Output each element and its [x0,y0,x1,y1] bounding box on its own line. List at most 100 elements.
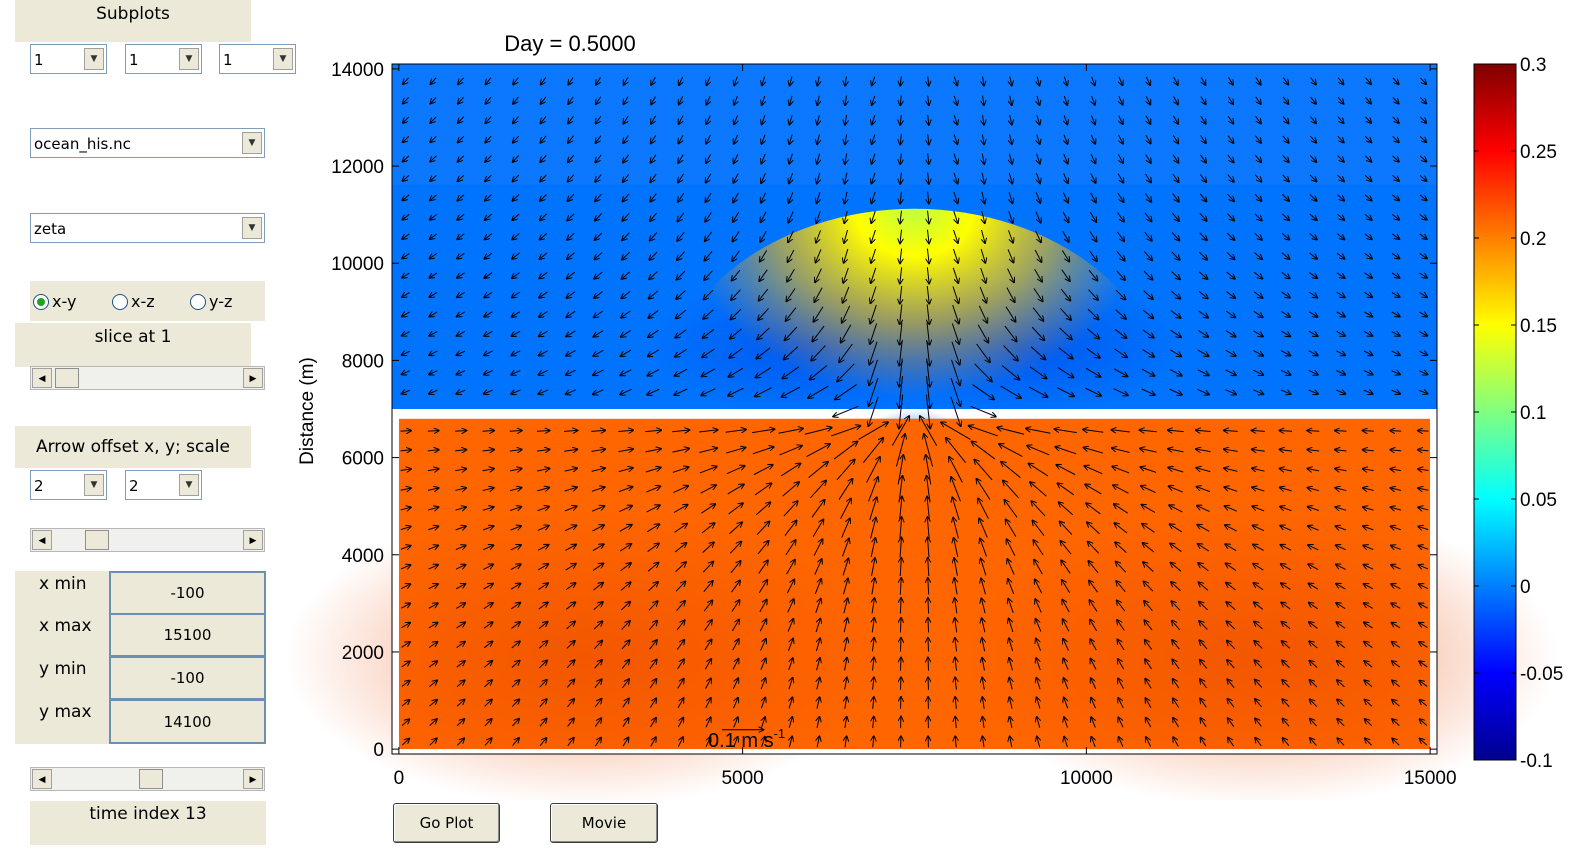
velocity-arrow [539,252,548,259]
arrow-left-icon[interactable]: ◀ [32,368,52,388]
movie-button[interactable]: Movie [550,803,658,843]
velocity-arrow [1010,717,1012,729]
velocity-arrow [1037,697,1040,709]
radio-y-z[interactable]: y-z [190,292,232,311]
arrow-left-icon[interactable]: ◀ [32,530,52,550]
velocity-arrow [620,369,632,376]
velocity-arrow [429,680,437,687]
velocity-arrow [843,286,850,303]
velocity-arrow [705,231,713,241]
velocity-arrow [1089,211,1096,222]
slider-thumb[interactable] [139,769,163,789]
subplot-cols-select[interactable]: 1 ▼ [125,44,202,74]
radio-x-z[interactable]: x-z [112,292,155,311]
velocity-arrow [978,499,989,519]
velocity-arrow [1030,346,1045,360]
velocity-arrow [898,476,902,503]
go-plot-button[interactable]: Go Plot [393,803,500,843]
velocity-arrow [482,507,494,510]
velocity-arrow [699,467,717,474]
velocity-arrow [982,210,985,223]
arrow-left-icon[interactable]: ◀ [32,769,52,789]
y-tick-label: 4000 [342,546,384,567]
velocity-arrow [621,310,631,318]
velocity-arrow [927,229,929,244]
velocity-arrow [673,505,688,513]
velocity-arrow [760,658,766,670]
arrow-offset-y-select[interactable]: 2 ▼ [125,470,202,500]
slider-thumb[interactable] [55,368,79,388]
slider-thumb[interactable] [85,530,109,550]
velocity-arrow [537,545,548,551]
velocity-arrow [1010,95,1012,105]
arrow-right-icon[interactable]: ▶ [243,530,263,550]
velocity-arrow [457,194,465,201]
x-min-label: x min [15,571,110,614]
subplot-index-select[interactable]: 1 ▼ [219,44,296,74]
chevron-down-icon: ▼ [84,48,104,70]
velocity-arrow [594,718,601,727]
velocity-arrow [430,233,438,239]
arrow-right-icon[interactable]: ▶ [243,769,263,789]
velocity-arrow [650,737,656,747]
velocity-arrow [734,115,738,124]
velocity-arrow [1089,581,1098,593]
velocity-arrow [952,286,959,303]
velocity-arrow [816,230,822,242]
velocity-arrow [928,191,929,204]
arrow-scale-slider[interactable]: ◀ ▶ [30,528,265,552]
velocity-arrow [927,517,929,539]
variable-select[interactable]: zeta ▼ [30,213,265,243]
velocity-arrow [483,603,493,610]
velocity-arrow [872,134,875,144]
velocity-arrow [677,679,684,689]
velocity-arrow [672,448,689,453]
velocity-arrow [982,717,984,729]
y-max-input[interactable]: 14100 [109,699,266,744]
radio-x-z-label: x-z [131,292,155,311]
velocity-arrow [1335,431,1347,432]
velocity-arrow [537,526,549,531]
velocity-arrow [920,416,938,446]
velocity-arrow [537,468,549,471]
velocity-arrow [759,288,769,301]
velocity-arrow [430,272,438,278]
velocity-arrow [730,328,742,339]
velocity-arrow [790,76,792,86]
velocity-arrow [402,390,411,393]
file-select[interactable]: ocean_his.nc ▼ [30,128,265,158]
velocity-arrow [511,661,520,668]
velocity-arrow [400,488,411,490]
velocity-arrow [1009,658,1012,671]
chevron-down-icon: ▼ [84,474,104,496]
velocity-arrow [872,598,874,614]
arrow-right-icon[interactable]: ▶ [243,368,263,388]
arrow-offset-x-select[interactable]: 2 ▼ [30,470,107,500]
velocity-arrow [402,312,410,316]
velocity-arrow [457,233,465,239]
velocity-arrow [509,488,521,491]
velocity-arrow [566,389,577,394]
zeta-field [284,64,1559,800]
radio-unselected-icon [112,293,128,310]
velocity-arrow [400,507,411,510]
velocity-arrow [458,174,465,181]
velocity-arrow [1086,348,1100,357]
y-min-label: y min [15,656,110,699]
slice-slider[interactable]: ◀ ▶ [30,366,265,390]
velocity-arrow [840,499,851,519]
velocity-arrow [844,248,849,263]
velocity-arrow [732,659,738,670]
subplot-rows-select[interactable]: 1 ▼ [30,44,107,74]
velocity-arrow [900,134,901,144]
velocity-arrow [485,174,492,181]
velocity-arrow [762,737,765,748]
velocity-arrow [596,77,601,84]
velocity-arrow [1089,250,1097,261]
velocity-arrow [1064,678,1069,690]
velocity-arrow [430,135,437,142]
velocity-vectors [400,76,1428,748]
radio-x-y[interactable]: x-y [33,292,76,311]
velocity-arrow [456,719,464,727]
time-slider[interactable]: ◀ ▶ [30,767,265,791]
